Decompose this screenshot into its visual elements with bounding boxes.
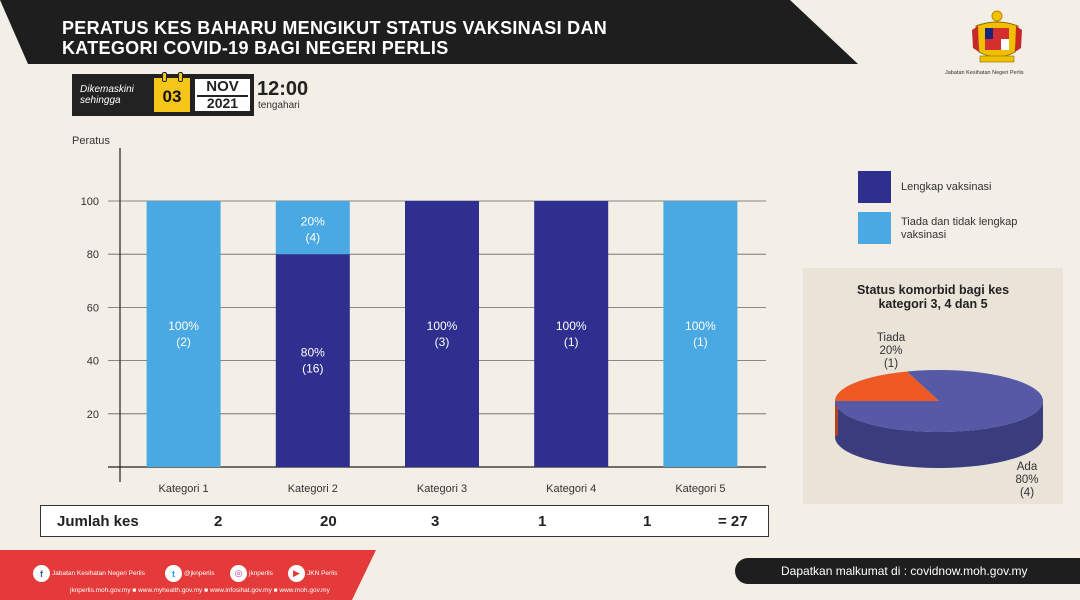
total-kategori-2: 20: [320, 513, 337, 530]
bar-count-label-tiada-5: (1): [693, 335, 708, 349]
bar-count-label-lengkap-4: (1): [564, 335, 579, 349]
x-tick-label-2: Kategori 2: [288, 483, 338, 495]
y-tick-label-60: 60: [87, 302, 99, 314]
update-label: Dikemaskini sehingga: [80, 84, 134, 106]
calendar-ring-left: [162, 72, 167, 82]
department-name: Jabatan Kesihatan Negeri Perlis: [945, 70, 1024, 76]
legend-label-tiada: Tiada dan tidak lengkap vaksinasi: [901, 216, 1018, 241]
legend-swatch-tiada: [858, 212, 891, 244]
footer-websites[interactable]: jknperlis.moh.gov.my ■ www.myhealth.gov.…: [70, 587, 330, 594]
legend-swatch-lengkap: [858, 171, 891, 203]
page-title-line2: KATEGORI COVID-19 BAGI NEGERI PERLIS: [62, 38, 449, 58]
pie-side-tiada: [835, 401, 838, 437]
y-tick-label-40: 40: [87, 356, 99, 368]
bar-lengkap-4: [534, 201, 609, 467]
comorbid-pie-panel: Status komorbid bagi kes kategori 3, 4 d…: [803, 268, 1063, 504]
pie-title-line1: Status komorbid bagi kes: [856, 283, 1010, 297]
pie-side-ada: [835, 401, 1043, 468]
pie-label-ada-count: (4): [1019, 487, 1035, 499]
bar-tiada-5: [663, 201, 738, 467]
facebook-icon: f: [33, 565, 50, 582]
social-youtube-text: JKN Perlis: [307, 570, 338, 577]
bar-value-label-tiada-1: 100%: [168, 319, 199, 333]
x-tick-label-1: Kategori 1: [159, 483, 209, 495]
instagram-icon: ◎: [230, 565, 247, 582]
pie-label-ada-percent: 80%: [1015, 474, 1039, 486]
legend-label-lengkap: Lengkap vaksinasi: [901, 181, 992, 193]
social-instagram-text: jknperlis: [249, 570, 273, 577]
update-day: 03: [162, 87, 182, 106]
coat-of-arms-icon: [972, 10, 1022, 63]
pie-label-tiada-name: Tiada: [876, 332, 906, 344]
month-year-box: NOV 2021: [195, 79, 250, 111]
y-axis-title: Peratus: [72, 135, 110, 147]
bar-lengkap-2: [275, 254, 350, 467]
update-label-line1: Dikemaskini: [80, 84, 134, 95]
bar-tiada-1: [146, 201, 221, 467]
bar-count-label-lengkap-3: (3): [435, 335, 450, 349]
bar-value-label-lengkap-2: 80%: [301, 346, 325, 360]
total-cases-row: Jumlah kes 2 20 3 1 1 = 27: [40, 505, 769, 537]
y-tick-label-80: 80: [87, 249, 99, 261]
pie-label-tiada-percent: 20%: [879, 345, 903, 357]
title-banner: PERATUS KES BAHARU MENGIKUT STATUS VAKSI…: [0, 0, 860, 64]
twitter-icon: t: [165, 565, 182, 582]
update-time-note: tengahari: [258, 100, 300, 111]
update-date-box: Dikemaskini sehingga 03 NOV 2021: [72, 72, 254, 116]
pie-chart: [835, 370, 1043, 468]
pie-title-line2: kategori 3, 4 dan 5: [878, 297, 988, 311]
bar-count-label-tiada-1: (2): [176, 335, 191, 349]
footer-info-text[interactable]: Dapatkan malkumat di : covidnow.moh.gov.…: [781, 564, 1028, 578]
pie-slice-tiada: [835, 371, 939, 401]
update-time: 12:00: [257, 78, 309, 100]
pie-label-tiada: Tiada 20% (1): [867, 332, 915, 371]
social-facebook-text: Jabatan Kesihatan Negeri Perlis: [52, 570, 145, 577]
y-tick-label-100: 100: [81, 196, 99, 208]
page-title-line1: PERATUS KES BAHARU MENGIKUT STATUS VAKSI…: [62, 18, 608, 38]
x-tick-label-4: Kategori 4: [546, 483, 596, 495]
update-year: 2021: [206, 95, 239, 111]
calendar-ring-right: [178, 72, 183, 82]
social-twitter[interactable]: t @jknperlis: [165, 565, 214, 582]
bar-count-label-tiada-2: (4): [305, 231, 320, 245]
total-kategori-3: 3: [431, 513, 440, 530]
footer-info-bar: Dapatkan malkumat di : covidnow.moh.gov.…: [735, 558, 1080, 584]
month-divider: [197, 95, 248, 97]
bar-value-label-lengkap-3: 100%: [427, 319, 458, 333]
y-tick-label-20: 20: [87, 409, 99, 421]
footer-red-banner: [0, 550, 376, 600]
page-title: PERATUS KES BAHARU MENGIKUT STATUS VAKSI…: [62, 18, 607, 58]
x-tick-label-5: Kategori 5: [675, 483, 725, 495]
pie-title: Status komorbid bagi kes kategori 3, 4 d…: [803, 283, 1063, 311]
update-label-line2: sehingga: [80, 95, 121, 106]
update-month: NOV: [206, 78, 239, 95]
bar-tiada-2: [275, 201, 350, 255]
bar-value-label-tiada-5: 100%: [685, 319, 716, 333]
total-kategori-4: 1: [538, 513, 547, 530]
pie-label-ada: Ada 80% (4): [1007, 461, 1047, 500]
bar-value-label-tiada-2: 20%: [301, 215, 325, 229]
total-sum: = 27: [718, 513, 748, 530]
social-youtube[interactable]: ▶ JKN Perlis: [288, 565, 337, 582]
pie-label-tiada-count: (1): [883, 358, 899, 370]
bar-count-label-lengkap-2: (16): [302, 362, 323, 376]
bar-value-label-lengkap-4: 100%: [556, 319, 587, 333]
total-kategori-1: 2: [214, 513, 223, 530]
pie-label-ada-name: Ada: [1016, 461, 1038, 473]
calendar-icon: 03: [152, 72, 192, 114]
social-facebook[interactable]: f Jabatan Kesihatan Negeri Perlis: [33, 565, 145, 582]
title-banner-shape: [0, 0, 858, 64]
social-twitter-text: @jknperlis: [184, 570, 215, 577]
social-instagram[interactable]: ◎ jknperlis: [230, 565, 273, 582]
total-kategori-5: 1: [643, 513, 652, 530]
youtube-icon: ▶: [288, 565, 305, 582]
x-tick-label-3: Kategori 3: [417, 483, 467, 495]
total-label: Jumlah kes: [57, 513, 139, 530]
bar-lengkap-3: [405, 201, 479, 467]
